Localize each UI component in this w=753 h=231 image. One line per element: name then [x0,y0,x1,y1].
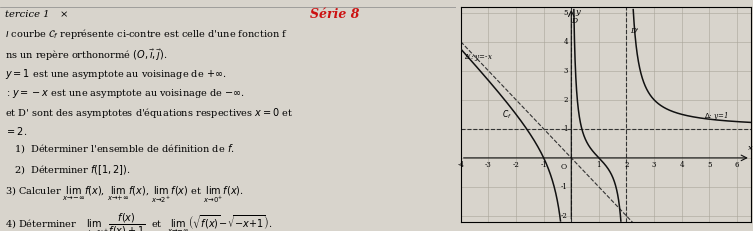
Text: et D' sont des asymptotes d'équations respectives $x = 0$ et: et D' sont des asymptotes d'équations re… [5,106,293,120]
Text: 3: 3 [652,161,657,169]
Text: -1: -1 [561,183,568,191]
Text: x: x [748,144,753,152]
Text: 5: 5 [563,9,568,17]
Text: 2: 2 [563,96,568,104]
Text: $:y = -x$ est une asymptote au voisinage de $-\infty$.: $:y = -x$ est une asymptote au voisinage… [5,87,245,100]
Text: tercice 1: tercice 1 [5,10,49,19]
Text: $\Delta'$: y=-x: $\Delta'$: y=-x [464,53,492,65]
Text: $y = 1$ est une asymptote au voisinage de $+\infty$.: $y = 1$ est une asymptote au voisinage d… [5,67,226,81]
Text: D: D [572,17,578,25]
Text: 4) Déterminer $\lim_{x\to (-1)^+} \dfrac{f(x)}{f(x)+1}$  et  $\lim_{x\to -\infty: 4) Déterminer $\lim_{x\to (-1)^+} \dfrac… [5,211,272,231]
Text: ×: × [59,10,68,19]
Text: ns un repère orthonormé $(O, \vec{\imath}, \vec{\jmath})$.: ns un repère orthonormé $(O, \vec{\imath… [5,47,167,63]
Text: D': D' [630,27,638,35]
Text: 1)  Déterminer l'ensemble de définition de $f$.: 1) Déterminer l'ensemble de définition d… [14,142,234,155]
Text: -3: -3 [485,161,492,169]
Text: $\imath$ courbe $\mathcal{C}_f$ représente ci-contre est celle d'une fonction f: $\imath$ courbe $\mathcal{C}_f$ représen… [5,27,288,41]
Text: 2)  Déterminer $f([1,2])$.: 2) Déterminer $f([1,2])$. [14,163,130,177]
Text: 2: 2 [624,161,629,169]
Text: -4: -4 [457,161,465,169]
Text: O: O [560,163,566,171]
Text: 1: 1 [563,125,568,133]
Text: 1: 1 [596,161,601,169]
Text: 3) Calculer $\lim_{x\to -\infty} f(x)$, $\lim_{x\to +\infty} f(x)$, $\lim_{x\to : 3) Calculer $\lim_{x\to -\infty} f(x)$, … [5,185,243,205]
Text: $= 2$.: $= 2$. [5,125,27,137]
Text: 4: 4 [679,161,684,169]
Text: 6: 6 [735,161,739,169]
Text: $\Delta$: y=1: $\Delta$: y=1 [704,109,728,122]
Text: 4: 4 [563,38,568,46]
Text: -2: -2 [561,212,568,220]
Text: -2: -2 [513,161,520,169]
Text: Série 8: Série 8 [309,8,359,21]
Text: $C_f$: $C_f$ [502,109,512,121]
Text: -1: -1 [540,161,547,169]
Text: y: y [575,8,580,16]
Text: 5: 5 [707,161,712,169]
Text: 3: 3 [563,67,568,75]
